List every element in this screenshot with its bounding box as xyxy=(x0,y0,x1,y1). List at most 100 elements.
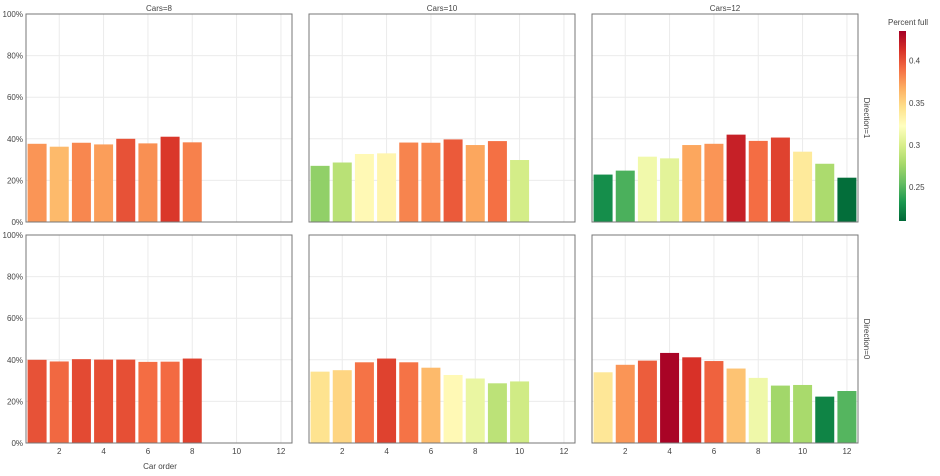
x-tick-label: 10 xyxy=(515,447,524,456)
panel-frame xyxy=(25,234,293,444)
colorbar-tick-label: 0.35 xyxy=(909,99,925,108)
bar xyxy=(71,142,91,222)
bar xyxy=(182,142,202,222)
bar xyxy=(182,358,202,443)
panel-background xyxy=(592,235,858,443)
x-tick-label: 12 xyxy=(842,447,851,456)
bar xyxy=(116,359,136,443)
x-axis-title: Car order xyxy=(143,462,177,471)
x-tick-label: 12 xyxy=(276,447,285,456)
bar xyxy=(593,372,613,443)
bar xyxy=(726,134,746,222)
facet-row-title: Direction=0 xyxy=(862,319,871,360)
x-tick-label: 4 xyxy=(384,447,389,456)
bar xyxy=(510,381,530,443)
bar xyxy=(510,160,530,222)
bar xyxy=(637,156,657,222)
bar xyxy=(49,146,69,222)
x-tick-label: 2 xyxy=(623,447,628,456)
bar xyxy=(770,385,790,443)
y-tick-label: 0% xyxy=(11,218,23,227)
panel-background xyxy=(309,14,575,222)
bar xyxy=(704,361,724,443)
bar xyxy=(704,143,724,222)
y-tick-label: 60% xyxy=(7,93,23,102)
bar xyxy=(71,359,91,443)
bar xyxy=(310,165,330,222)
bar xyxy=(377,358,397,443)
bar xyxy=(49,361,69,443)
panel-frame xyxy=(308,234,576,444)
bar xyxy=(682,145,702,222)
bar xyxy=(421,367,441,443)
x-tick-label: 4 xyxy=(667,447,672,456)
y-tick-label: 100% xyxy=(3,231,23,240)
bar xyxy=(354,153,374,222)
bar xyxy=(465,145,485,222)
panel-background xyxy=(309,235,575,443)
bar xyxy=(160,361,180,443)
bar xyxy=(837,177,857,222)
bar xyxy=(138,361,158,443)
y-tick-label: 40% xyxy=(7,135,23,144)
bar xyxy=(815,163,835,222)
y-tick-label: 60% xyxy=(7,314,23,323)
facet-row-title: Direction=1 xyxy=(862,98,871,139)
bar xyxy=(465,378,485,443)
bar xyxy=(770,137,790,222)
bar xyxy=(443,139,463,222)
x-tick-label: 6 xyxy=(146,447,151,456)
panel-frame xyxy=(591,13,859,223)
facet-column-title: Cars=10 xyxy=(427,4,458,13)
x-tick-label: 10 xyxy=(232,447,241,456)
bar xyxy=(399,362,419,443)
bar xyxy=(354,362,374,443)
bar xyxy=(593,174,613,222)
bar xyxy=(615,364,635,443)
y-tick-label: 40% xyxy=(7,356,23,365)
y-tick-label: 100% xyxy=(3,10,23,19)
bar xyxy=(837,391,857,443)
bar xyxy=(27,143,47,222)
bar xyxy=(793,151,813,222)
panel-frame xyxy=(308,13,576,223)
colorbar-tick-label: 0.25 xyxy=(909,183,925,192)
x-tick-label: 2 xyxy=(57,447,62,456)
facet-column-title: Cars=8 xyxy=(146,4,173,13)
x-tick-label: 2 xyxy=(340,447,345,456)
bar xyxy=(487,383,507,443)
bar xyxy=(421,142,441,222)
x-tick-label: 12 xyxy=(559,447,568,456)
bar xyxy=(94,359,114,443)
bar xyxy=(138,143,158,222)
y-tick-label: 80% xyxy=(7,52,23,61)
bar xyxy=(793,384,813,443)
y-tick-label: 20% xyxy=(7,176,23,185)
bar xyxy=(487,141,507,222)
bar xyxy=(377,153,397,222)
bar xyxy=(399,142,419,222)
bar xyxy=(332,162,352,222)
y-tick-label: 0% xyxy=(11,439,23,448)
bar xyxy=(660,158,680,222)
bar xyxy=(748,140,768,222)
panel-frame xyxy=(591,234,859,444)
bar xyxy=(160,136,180,222)
x-tick-label: 6 xyxy=(429,447,434,456)
bar xyxy=(748,377,768,443)
bar xyxy=(726,368,746,443)
x-tick-label: 4 xyxy=(101,447,106,456)
x-tick-label: 8 xyxy=(756,447,761,456)
bar xyxy=(815,396,835,443)
bar xyxy=(443,374,463,443)
colorbar-title: Percent full xyxy=(888,18,928,27)
bar xyxy=(637,360,657,443)
panel-background xyxy=(26,14,292,222)
x-tick-label: 6 xyxy=(712,447,717,456)
bar xyxy=(682,357,702,443)
bar xyxy=(116,138,136,222)
y-tick-label: 20% xyxy=(7,397,23,406)
facet-column-title: Cars=12 xyxy=(710,4,741,13)
